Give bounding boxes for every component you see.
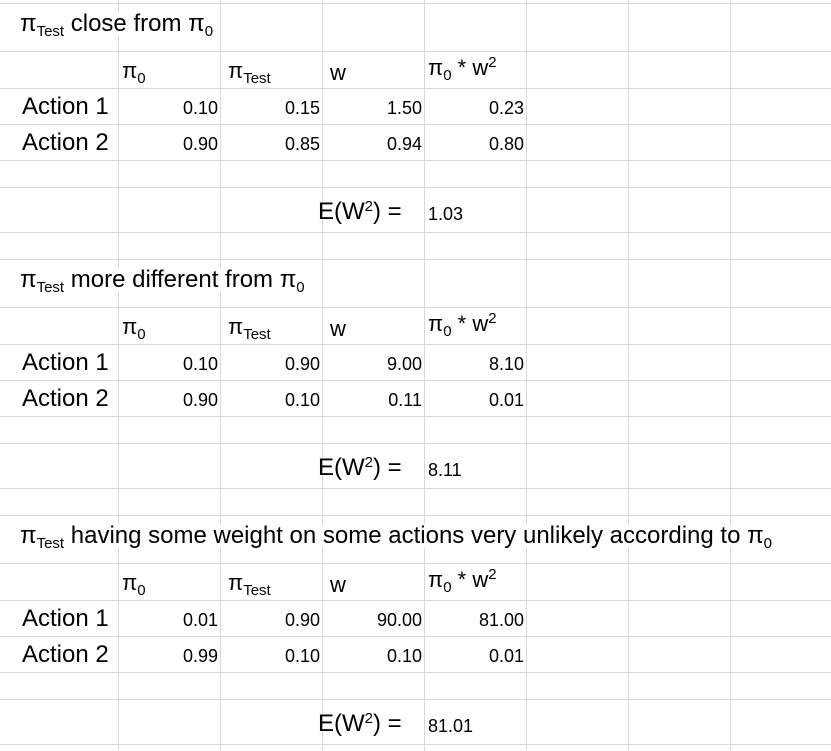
header-w: w: [330, 60, 346, 85]
row-border: [0, 307, 831, 308]
header-pitest: πTest: [228, 314, 271, 343]
cell-pi0: 0.99: [182, 646, 218, 666]
row-border: [0, 160, 831, 161]
header-w: w: [330, 572, 346, 597]
row-border: [0, 3, 831, 4]
cell-pitest: 0.90: [284, 610, 320, 630]
expected-w2-value: 81.01: [428, 716, 474, 736]
section-title: πTest more different from π0: [20, 266, 307, 296]
row-label: Action 1: [22, 349, 109, 376]
cell-pitest: 0.10: [284, 390, 320, 410]
row-label: Action 1: [22, 93, 109, 120]
cell-pi0w2: 81.00: [478, 610, 524, 630]
row-label: Action 1: [22, 605, 109, 632]
column-border: [526, 0, 527, 751]
cell-pi0: 0.10: [182, 354, 218, 374]
row-border: [0, 51, 831, 52]
cell-pi0: 0.10: [182, 98, 218, 118]
row-border: [0, 344, 831, 345]
expected-w2-label: E(W2) =: [318, 198, 402, 225]
cell-w: 90.00: [376, 610, 422, 630]
cell-pitest: 0.90: [284, 354, 320, 374]
row-label: Action 2: [22, 129, 109, 156]
cell-w: 0.94: [386, 134, 422, 154]
cell-pi0w2: 0.01: [488, 646, 524, 666]
row-border: [0, 672, 831, 673]
cell-pi0w2: 0.80: [488, 134, 524, 154]
row-border: [0, 380, 831, 381]
expected-w2-value: 8.11: [428, 460, 462, 480]
row-label: Action 2: [22, 385, 109, 412]
cell-pi0: 0.01: [182, 610, 218, 630]
header-pi0: π0: [122, 58, 146, 87]
pi-symbol: π: [20, 10, 37, 37]
row-border: [0, 636, 831, 637]
row-border: [0, 187, 831, 188]
header-pi0: π0: [122, 314, 146, 343]
row-border: [0, 124, 831, 125]
column-border: [628, 0, 629, 751]
column-border: [424, 0, 425, 751]
header-pi0: π0: [122, 570, 146, 599]
cell-w: 9.00: [386, 354, 422, 374]
row-border: [0, 699, 831, 700]
header-pitest: πTest: [228, 570, 271, 599]
cell-w: 0.11: [388, 390, 422, 410]
pi-symbol: π: [20, 266, 37, 293]
row-border: [0, 744, 831, 745]
column-border: [730, 0, 731, 751]
expected-w2-label: E(W2) =: [318, 454, 402, 481]
header-pi0-w2: π0 * w2: [428, 310, 497, 340]
section-title: πTest having some weight on some actions…: [20, 522, 775, 552]
cell-pitest: 0.85: [284, 134, 320, 154]
column-border: [118, 0, 119, 751]
row-border: [0, 416, 831, 417]
cell-pitest: 0.15: [284, 98, 320, 118]
pi-symbol: π: [20, 522, 37, 549]
cell-pitest: 0.10: [284, 646, 320, 666]
cell-w: 0.10: [386, 646, 422, 666]
header-pitest: πTest: [228, 58, 271, 87]
expected-w2-label: E(W2) =: [318, 710, 402, 737]
expected-w2-value: 1.03: [428, 204, 464, 224]
row-border: [0, 563, 831, 564]
section-title: πTest close from π0: [20, 10, 216, 40]
row-label: Action 2: [22, 641, 109, 668]
row-border: [0, 232, 831, 233]
cell-w: 1.50: [386, 98, 422, 118]
cell-pi0: 0.90: [182, 134, 218, 154]
row-border: [0, 488, 831, 489]
row-border: [0, 515, 831, 516]
header-w: w: [330, 316, 346, 341]
row-border: [0, 600, 831, 601]
header-pi0-w2: π0 * w2: [428, 54, 497, 84]
column-border: [220, 0, 221, 751]
header-pi0-w2: π0 * w2: [428, 566, 497, 596]
column-border: [322, 0, 323, 751]
cell-pi0: 0.90: [182, 390, 218, 410]
cell-pi0w2: 8.10: [488, 354, 524, 374]
row-border: [0, 259, 831, 260]
row-border: [0, 443, 831, 444]
row-border: [0, 88, 831, 89]
cell-pi0w2: 0.01: [488, 390, 524, 410]
cell-pi0w2: 0.23: [488, 98, 524, 118]
